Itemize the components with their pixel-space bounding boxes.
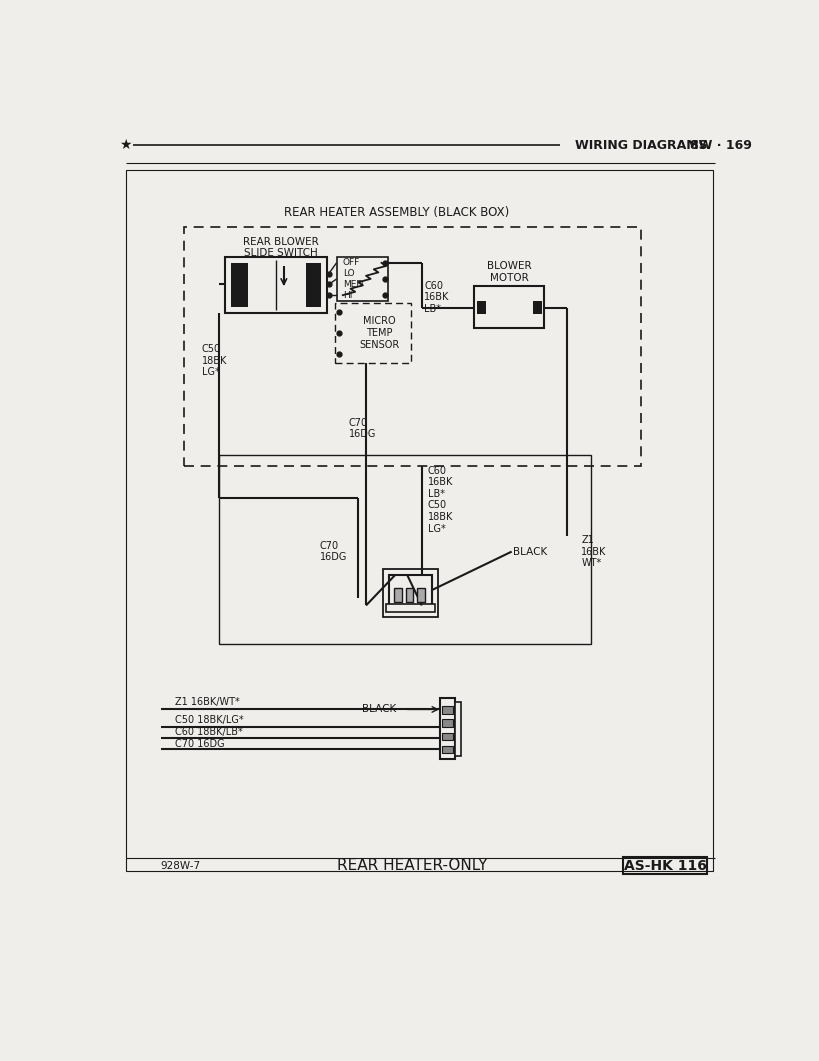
Text: OFF: OFF [342,258,360,267]
Text: 928W-7: 928W-7 [161,860,201,871]
Bar [125,171,713,871]
Bar [476,301,486,314]
Circle shape [491,291,526,325]
Bar [382,570,437,618]
Bar [439,698,455,760]
Text: C70 16DG: C70 16DG [174,740,224,749]
Text: Z1 16BK/WT*: Z1 16BK/WT* [174,697,239,707]
Bar [389,575,432,606]
Bar [219,455,590,644]
Bar [441,707,452,714]
Bar [532,301,541,314]
Text: C50
18BK
LG*: C50 18BK LG* [428,501,453,534]
Text: C60 18BK/LB*: C60 18BK/LB* [174,727,242,736]
Text: REAR BLOWER
SLIDE SWITCH: REAR BLOWER SLIDE SWITCH [242,237,319,258]
Text: HI: HI [342,291,351,299]
Bar [405,588,413,602]
Text: C50 18BK/LG*: C50 18BK/LG* [174,715,243,726]
Bar [474,286,544,328]
Bar [622,857,706,874]
Text: C60
16BK
LB*: C60 16BK LB* [428,466,453,499]
Bar [386,604,434,611]
Bar [224,257,327,313]
Text: ★: ★ [120,138,132,152]
Text: WIRING DIAGRAMS: WIRING DIAGRAMS [575,139,707,152]
Text: 8W · 169: 8W · 169 [689,139,751,152]
Bar [455,701,461,755]
Text: BLACK: BLACK [362,705,396,714]
Bar [441,746,452,753]
Text: C70
16DG: C70 16DG [319,541,346,562]
Bar [231,263,248,307]
Text: REAR HEATER-ONLY: REAR HEATER-ONLY [337,858,487,873]
Text: AS-HK 116: AS-HK 116 [623,858,706,873]
Text: C70
16DG: C70 16DG [349,418,376,439]
Bar [417,588,424,602]
Text: BLACK: BLACK [513,546,547,557]
Text: LO: LO [342,269,354,278]
Text: C60
16BK
LB*: C60 16BK LB* [423,281,449,314]
Text: REAR HEATER ASSEMBLY (BLACK BOX): REAR HEATER ASSEMBLY (BLACK BOX) [284,206,509,220]
Text: BLOWER
MOTOR: BLOWER MOTOR [486,261,531,283]
Bar [305,263,321,307]
Text: Z1
16BK
WT*: Z1 16BK WT* [581,535,606,569]
Text: MICRO
TEMP
SENSOR: MICRO TEMP SENSOR [359,316,399,349]
Bar [393,588,401,602]
Bar [441,719,452,727]
Bar [335,302,410,363]
Text: C50
18BK
LG*: C50 18BK LG* [201,344,227,378]
Bar [441,732,452,741]
Bar [336,257,387,301]
Text: MED: MED [342,280,363,289]
Bar [183,227,640,466]
